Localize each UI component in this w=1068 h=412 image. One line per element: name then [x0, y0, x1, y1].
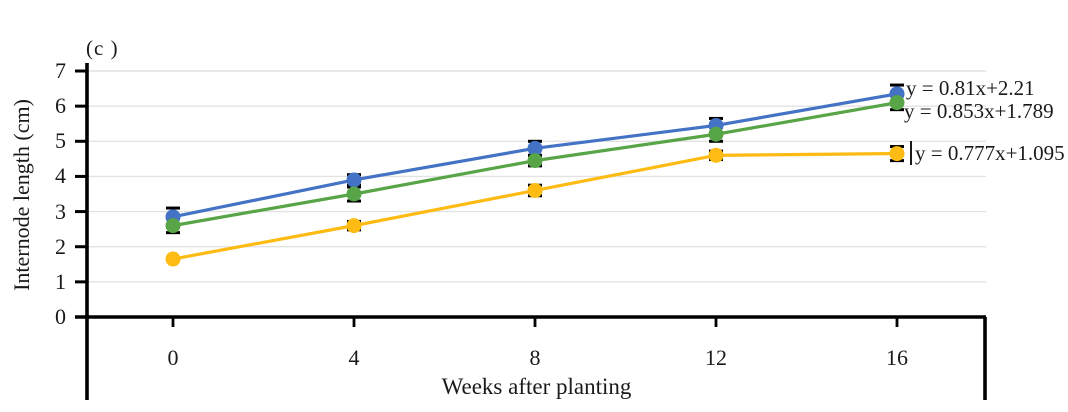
text-cursor-bar — [910, 141, 912, 165]
marker-series-green — [165, 218, 181, 234]
y-tick-label: 3 — [55, 198, 66, 224]
marker-series-yellow — [889, 146, 905, 162]
marker-series-green — [708, 126, 724, 142]
x-tick-label: 8 — [529, 345, 541, 370]
y-axis-title: Internode length (cm) — [9, 99, 34, 291]
x-tick-label: 16 — [886, 345, 908, 370]
panel-label: (c ) — [86, 36, 119, 60]
marker-series-yellow — [527, 182, 543, 198]
marker-series-green — [527, 153, 543, 169]
y-tick-label: 0 — [55, 304, 66, 329]
x-tick-label: 12 — [705, 345, 727, 370]
marker-series-green — [346, 186, 362, 202]
regression-equation-yellow: y = 0.777x+1.095 — [915, 141, 1065, 165]
series-series-green — [165, 95, 905, 234]
marker-series-yellow — [165, 251, 181, 267]
y-tick-label: 6 — [55, 93, 66, 119]
axes — [75, 63, 987, 400]
x-tick-label: 4 — [348, 345, 360, 370]
y-tick-label: 1 — [55, 268, 66, 294]
regression-equation-blue: y = 0.81x+2.21 — [906, 76, 1035, 100]
x-axis-title: Weeks after planting — [441, 374, 632, 399]
y-tick-label: 7 — [55, 58, 66, 83]
series-series-yellow — [165, 146, 905, 267]
y-tick-label: 4 — [55, 163, 66, 189]
regression-equation-green: y = 0.853x+1.789 — [904, 99, 1054, 123]
marker-series-blue — [527, 140, 543, 156]
y-tick-label: 2 — [55, 233, 66, 259]
marker-series-yellow — [708, 147, 724, 163]
marker-series-green — [889, 95, 905, 111]
marker-series-blue — [346, 172, 362, 188]
x-tick-label: 0 — [167, 345, 179, 370]
marker-series-yellow — [346, 218, 362, 234]
y-tick-label: 5 — [55, 128, 66, 154]
